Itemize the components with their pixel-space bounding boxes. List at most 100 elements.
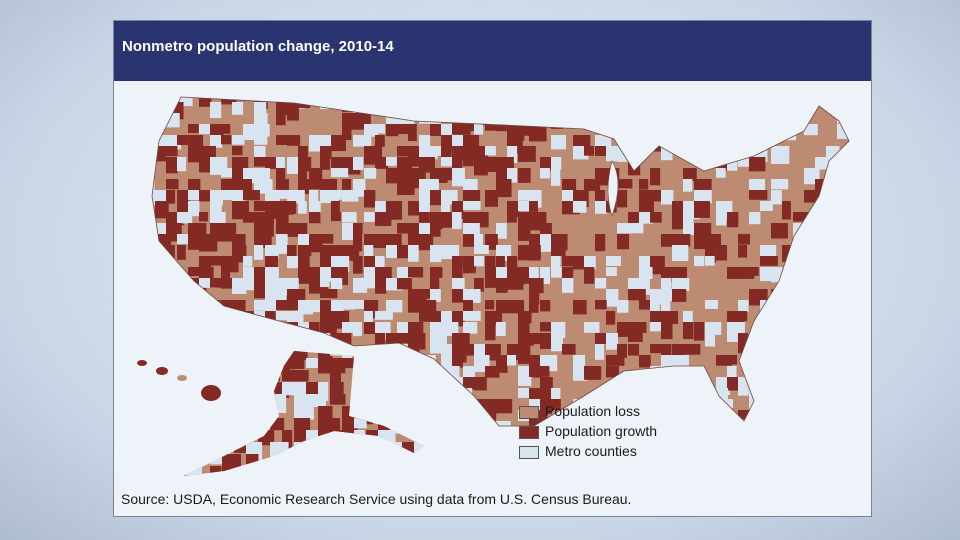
county [419, 421, 432, 426]
county [243, 212, 260, 223]
county [837, 278, 849, 296]
county [793, 410, 803, 422]
county [390, 478, 409, 492]
county [683, 322, 694, 340]
county [366, 454, 376, 473]
county [166, 289, 185, 299]
county [760, 421, 775, 426]
county [342, 97, 354, 106]
county [837, 256, 849, 269]
county [419, 201, 430, 218]
county [386, 300, 403, 313]
county [232, 102, 244, 115]
county [617, 179, 633, 189]
county [419, 289, 435, 299]
county [270, 394, 287, 414]
county [426, 418, 442, 428]
county [650, 300, 660, 315]
county [166, 344, 180, 357]
county [749, 113, 767, 127]
county [419, 300, 437, 314]
county [408, 168, 426, 180]
county [661, 146, 673, 161]
county [815, 289, 828, 307]
county [210, 442, 231, 456]
county [672, 135, 684, 150]
county [199, 322, 208, 341]
county [221, 124, 231, 134]
county [320, 278, 330, 288]
county [705, 322, 722, 335]
county [353, 355, 372, 365]
county [639, 201, 654, 216]
county [661, 190, 674, 205]
county [232, 366, 249, 385]
county [232, 322, 243, 338]
county [287, 102, 299, 121]
county [507, 97, 523, 103]
county [518, 201, 536, 212]
county [199, 256, 212, 270]
county [364, 267, 376, 280]
county [793, 223, 804, 240]
county [408, 300, 423, 313]
county [265, 377, 275, 395]
county [186, 466, 202, 476]
county [166, 278, 177, 295]
county [386, 124, 399, 137]
county [210, 201, 222, 219]
county [243, 388, 261, 399]
county [188, 333, 203, 344]
county [210, 124, 224, 136]
county [771, 102, 780, 115]
county [430, 322, 442, 336]
county [243, 410, 260, 421]
county [782, 124, 797, 141]
county [848, 212, 849, 229]
county [837, 245, 849, 261]
county [402, 442, 416, 459]
county [441, 157, 460, 167]
county [804, 421, 823, 426]
county [760, 344, 770, 354]
county [485, 97, 499, 107]
county [364, 234, 379, 248]
county [529, 201, 538, 212]
county [573, 366, 588, 381]
county [848, 135, 849, 145]
county [430, 97, 445, 106]
county [441, 190, 458, 205]
county [386, 410, 397, 426]
county [617, 234, 630, 250]
county [331, 201, 340, 220]
county [155, 344, 166, 363]
county [375, 234, 390, 248]
county [661, 421, 678, 426]
county [639, 113, 649, 128]
county [826, 300, 842, 315]
county [330, 454, 348, 467]
county [694, 157, 709, 166]
county [254, 399, 270, 416]
county [342, 406, 360, 420]
county [198, 406, 208, 424]
county [661, 234, 675, 247]
county [749, 267, 759, 276]
county [243, 190, 260, 201]
county [152, 102, 154, 120]
county [342, 212, 357, 223]
county [815, 399, 826, 414]
county [518, 388, 534, 398]
county [562, 102, 572, 111]
county [749, 212, 761, 225]
county [551, 135, 567, 150]
county [402, 406, 419, 421]
county [727, 366, 737, 380]
county [672, 234, 691, 247]
county [683, 113, 701, 123]
county [639, 388, 654, 406]
county [166, 113, 180, 128]
county [815, 421, 830, 426]
county [496, 256, 505, 269]
county [294, 406, 314, 420]
